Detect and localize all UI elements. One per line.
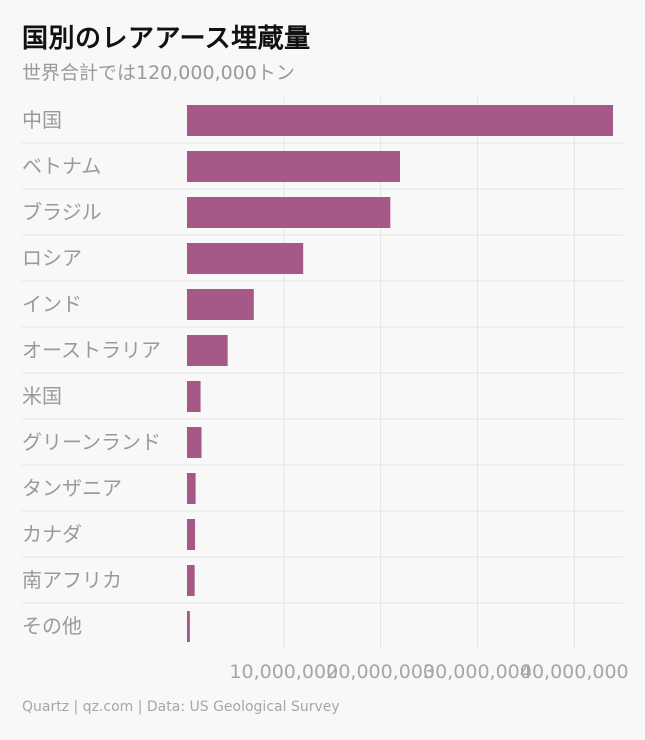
category-label: その他 xyxy=(22,614,82,638)
category-label: カナダ xyxy=(22,522,82,546)
bar-4 xyxy=(187,243,304,274)
category-labels: 中国ベトナムブラジルロシアインドオーストラリア米国グリーンランドタンザニアカナダ… xyxy=(22,108,161,638)
chart-subtitle: 世界合計では120,000,000トン xyxy=(22,62,295,84)
bar-1 xyxy=(187,105,613,136)
category-label: ロシア xyxy=(22,246,82,270)
chart-title: 国別のレアアース埋蔵量 xyxy=(22,24,311,54)
category-label: タンザニア xyxy=(22,476,122,500)
bar-6 xyxy=(187,335,228,366)
row-separators xyxy=(22,142,623,604)
category-label: グリーンランド xyxy=(22,430,161,454)
source-footer: Quartz | qz.com | Data: US Geological Su… xyxy=(22,699,340,715)
bar-11 xyxy=(187,565,195,596)
bar-9 xyxy=(187,473,196,504)
bar-3 xyxy=(187,197,391,228)
x-tick-label: 40,000,000 xyxy=(520,661,629,683)
category-label: 南アフリカ xyxy=(22,568,122,592)
category-label: 米国 xyxy=(22,384,62,408)
category-label: インド xyxy=(22,292,82,316)
bar-12 xyxy=(187,611,190,642)
bar-7 xyxy=(187,381,201,412)
bar-5 xyxy=(187,289,254,320)
bars xyxy=(187,105,613,642)
category-label: オーストラリア xyxy=(22,338,161,362)
x-tick-label: 20,000,000 xyxy=(326,661,435,683)
x-tick-label: 30,000,000 xyxy=(423,661,532,683)
bar-8 xyxy=(187,427,202,458)
category-label: 中国 xyxy=(22,108,62,132)
category-label: ベトナム xyxy=(22,154,101,178)
bar-10 xyxy=(187,519,196,550)
bar-2 xyxy=(187,151,400,182)
category-label: ブラジル xyxy=(22,200,102,224)
x-tick-label: 10,000,000 xyxy=(229,661,338,683)
bar-chart: 中国ベトナムブラジルロシアインドオーストラリア米国グリーンランドタンザニアカナダ… xyxy=(22,97,629,683)
